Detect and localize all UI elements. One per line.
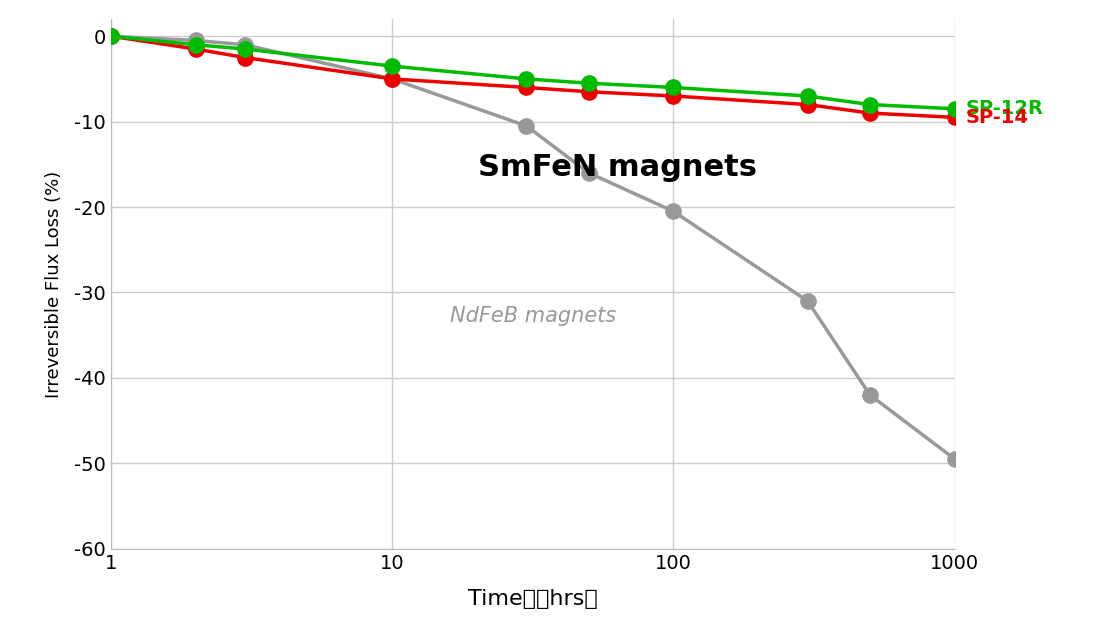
Text: NdFeB magnets: NdFeB magnets — [450, 306, 616, 325]
Text: SP-12R: SP-12R — [966, 100, 1043, 118]
Text: SP-14: SP-14 — [966, 108, 1029, 127]
Y-axis label: Irreversible Flux Loss (%): Irreversible Flux Loss (%) — [46, 170, 63, 397]
X-axis label: Time　（hrs）: Time （hrs） — [468, 590, 597, 609]
Text: SmFeN magnets: SmFeN magnets — [477, 153, 757, 182]
